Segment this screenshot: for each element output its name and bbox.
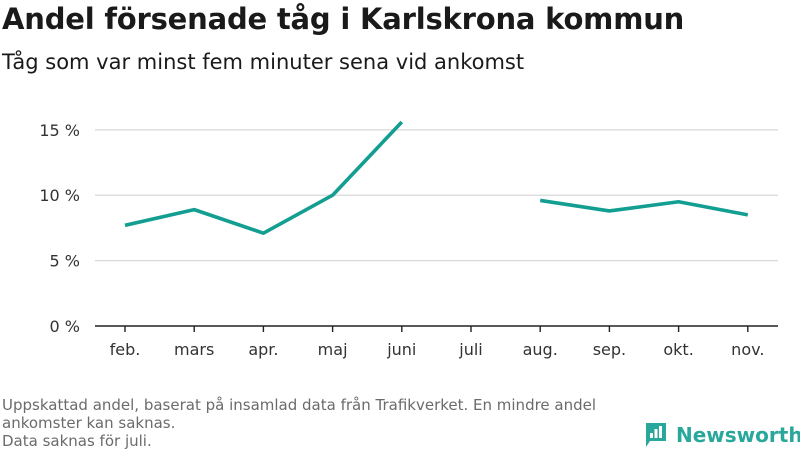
brand-name: Newsworthy xyxy=(676,423,800,447)
footnote: Uppskattad andel, baserat på insamlad da… xyxy=(2,396,632,450)
x-tick-label: juni xyxy=(386,340,416,359)
y-tick-label: 0 % xyxy=(50,317,80,336)
footnote-source: Uppskattad andel, baserat på insamlad da… xyxy=(2,396,597,432)
x-tick-label: mars xyxy=(174,340,214,359)
brand: Newsworthy xyxy=(644,420,800,450)
series-line-segment xyxy=(539,198,749,217)
y-tick-label: 15 % xyxy=(39,121,80,140)
y-tick-label: 10 % xyxy=(39,186,80,205)
x-tick-label: apr. xyxy=(248,340,278,359)
footnote-missing-data: Data saknas för juli. xyxy=(2,432,152,450)
chart-subtitle: Tåg som var minst fem minuter sena vid a… xyxy=(2,50,525,74)
line-chart: 0 % 5 % 10 % 15 % feb. mars apr. maj juni juli aug… xyxy=(39,120,778,359)
y-tick-label: 5 % xyxy=(50,252,80,271)
x-tick-label: nov. xyxy=(731,340,764,359)
x-tick-label: sep. xyxy=(593,340,626,359)
newsworthy-logo-icon xyxy=(646,423,666,447)
x-tick-label: aug. xyxy=(523,340,558,359)
x-tick-label: feb. xyxy=(110,340,141,359)
x-tick-label: juli xyxy=(458,340,482,359)
series-line-segment xyxy=(124,120,404,235)
chart-title: Andel försenade tåg i Karlskrona kommun xyxy=(2,2,685,36)
x-tick-label: okt. xyxy=(663,340,693,359)
x-tick-label: maj xyxy=(318,340,348,359)
